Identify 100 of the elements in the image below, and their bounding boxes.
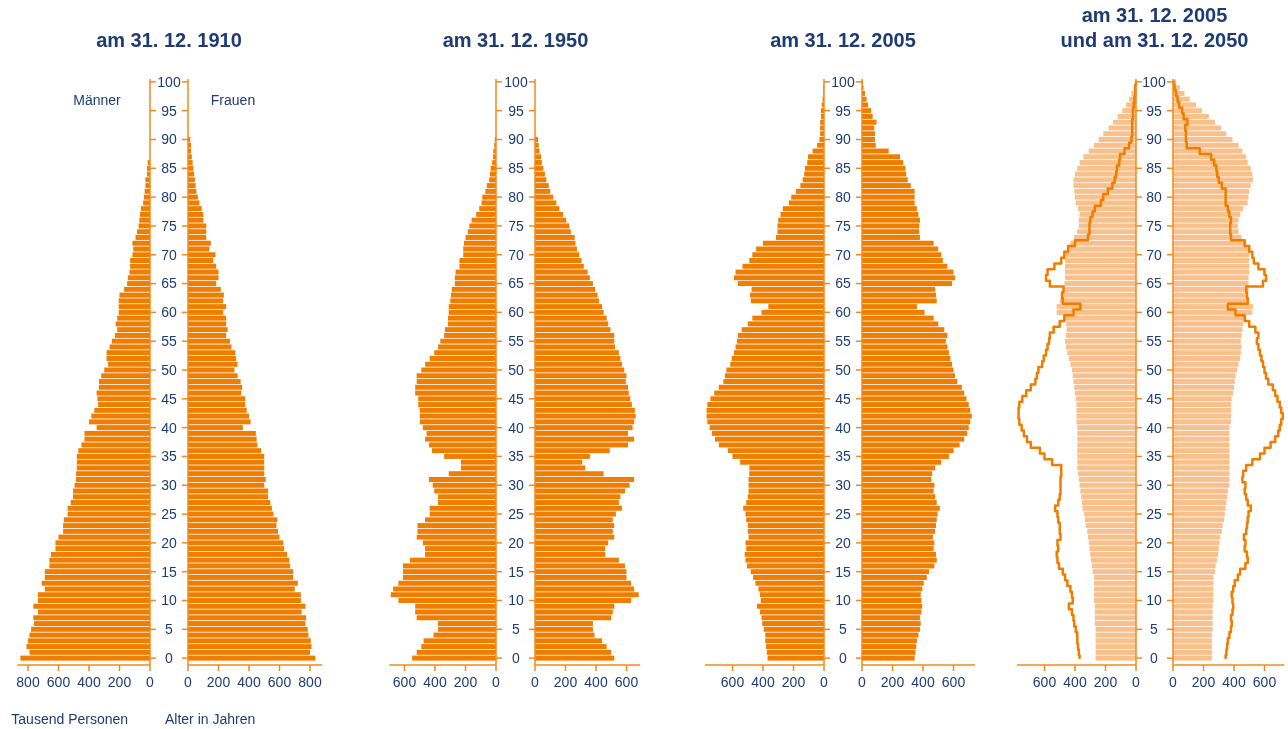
y-tick-label: 90: [835, 131, 851, 148]
y-tick-label: 5: [839, 621, 848, 638]
x-tick-label: 200: [1191, 674, 1216, 690]
y-tick-label: 60: [508, 304, 524, 321]
x-tick-label: 200: [206, 674, 231, 690]
y-axis-title: Alter in Jahren: [165, 711, 256, 727]
x-tick-label: 0: [820, 674, 829, 690]
y-tick-label: 40: [835, 419, 851, 436]
y-tick-label: 10: [508, 592, 524, 609]
y-tick-label: 85: [1146, 160, 1162, 177]
y-tick-label: 0: [1150, 650, 1159, 667]
y-tick-label: 25: [508, 505, 524, 522]
x-tick-label: 0: [1169, 674, 1178, 690]
x-tick-label: 600: [1032, 674, 1057, 690]
y-tick-label: 25: [1146, 505, 1162, 522]
x-tick-label: 600: [392, 674, 417, 690]
y-tick-label: 75: [1146, 217, 1162, 234]
x-tick-label: 800: [16, 674, 40, 690]
y-tick-label: 55: [1146, 333, 1162, 350]
y-tick-label: 35: [1146, 448, 1162, 465]
y-tick-label: 50: [508, 361, 524, 378]
y-tick-label: 95: [1146, 102, 1162, 119]
y-tick-label: 70: [835, 246, 851, 263]
y-tick-label: 35: [508, 448, 524, 465]
x-tick-label: 200: [453, 674, 478, 690]
y-tick-label: 95: [161, 102, 177, 119]
y-tick-label: 10: [1146, 592, 1162, 609]
x-tick-label: 0: [531, 674, 540, 690]
y-tick-label: 100: [1142, 73, 1166, 90]
x-axis-title: Tausend Personen: [11, 711, 129, 727]
y-tick-label: 20: [835, 534, 851, 551]
y-tick-label: 65: [1146, 275, 1162, 292]
x-tick-label: 600: [614, 674, 639, 690]
y-tick-label: 25: [161, 505, 177, 522]
y-tick-label: 40: [1146, 419, 1162, 436]
x-tick-label: 200: [553, 674, 578, 690]
y-tick-label: 70: [161, 246, 177, 263]
y-tick-label: 10: [161, 592, 177, 609]
y-tick-label: 20: [161, 534, 177, 551]
y-tick-label: 20: [1146, 534, 1162, 551]
y-tick-label: 30: [835, 477, 851, 494]
y-tick-label: 75: [508, 217, 524, 234]
y-tick-label: 15: [1146, 563, 1162, 580]
y-tick-label: 45: [1146, 390, 1162, 407]
chart-title: am 31. 12. 1910: [96, 29, 242, 51]
y-tick-label: 65: [161, 275, 177, 292]
y-tick-label: 75: [161, 217, 177, 234]
x-tick-label: 400: [1222, 674, 1246, 690]
x-tick-label: 400: [77, 674, 101, 690]
chart-title: am 31. 12. 1950: [442, 29, 589, 51]
x-tick-label: 0: [492, 674, 501, 690]
y-tick-label: 60: [1146, 304, 1162, 321]
y-tick-label: 85: [508, 160, 524, 177]
x-tick-label: 600: [46, 674, 71, 690]
x-tick-label: 400: [584, 674, 608, 690]
y-tick-label: 80: [161, 189, 177, 206]
x-tick-label: 400: [423, 674, 447, 690]
y-tick-label: 15: [508, 563, 524, 580]
y-tick-label: 90: [161, 131, 177, 148]
y-tick-label: 0: [512, 650, 521, 667]
x-tick-label: 600: [1252, 674, 1277, 690]
y-tick-label: 55: [835, 333, 851, 350]
y-tick-label: 70: [1146, 246, 1162, 263]
x-tick-label: 200: [880, 674, 905, 690]
y-tick-label: 100: [504, 73, 528, 90]
y-tick-label: 95: [508, 102, 524, 119]
y-tick-label: 90: [508, 131, 524, 148]
y-tick-label: 15: [835, 563, 851, 580]
y-tick-label: 0: [165, 650, 174, 667]
y-tick-label: 90: [1146, 131, 1162, 148]
y-tick-label: 15: [161, 563, 177, 580]
x-tick-label: 800: [298, 674, 322, 690]
x-tick-label: 0: [184, 674, 193, 690]
x-tick-label: 600: [720, 674, 745, 690]
x-tick-label: 400: [237, 674, 261, 690]
y-tick-label: 30: [161, 477, 177, 494]
y-tick-label: 5: [165, 621, 174, 638]
x-tick-label: 600: [941, 674, 966, 690]
y-tick-label: 55: [161, 333, 177, 350]
y-tick-label: 80: [1146, 189, 1162, 206]
y-tick-label: 45: [161, 390, 177, 407]
y-tick-label: 45: [835, 390, 851, 407]
y-tick-label: 20: [508, 534, 524, 551]
y-tick-label: 45: [508, 390, 524, 407]
y-tick-label: 60: [835, 304, 851, 321]
x-tick-label: 0: [1132, 674, 1141, 690]
y-tick-label: 10: [835, 592, 851, 609]
annotation: Männer: [73, 92, 122, 108]
x-tick-label: 400: [751, 674, 775, 690]
y-tick-label: 60: [161, 304, 177, 321]
y-tick-label: 50: [1146, 361, 1162, 378]
y-tick-label: 50: [835, 361, 851, 378]
chart-title: am 31. 12. 2005: [770, 29, 916, 51]
x-tick-label: 400: [1063, 674, 1087, 690]
y-tick-label: 65: [835, 275, 851, 292]
y-tick-label: 40: [508, 419, 524, 436]
y-tick-label: 85: [835, 160, 851, 177]
y-tick-label: 35: [161, 448, 177, 465]
y-tick-label: 40: [161, 419, 177, 436]
y-tick-label: 55: [508, 333, 524, 350]
